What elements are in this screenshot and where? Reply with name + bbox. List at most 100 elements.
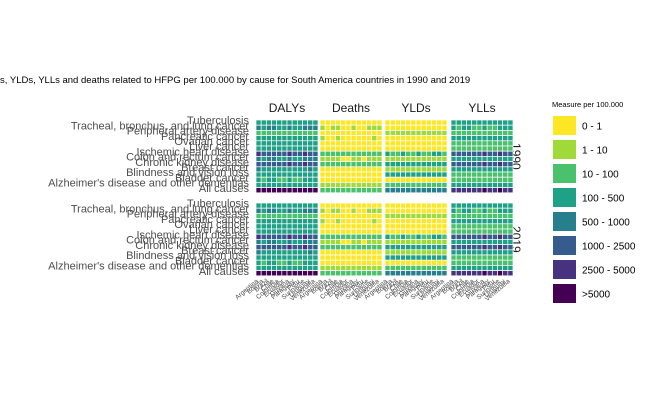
heatmap-cell xyxy=(324,270,331,277)
heatmap-cell xyxy=(389,171,396,178)
heatmap-cell xyxy=(350,140,357,147)
heatmap-cell xyxy=(345,176,352,183)
heatmap-cell xyxy=(291,171,298,178)
heatmap-cell xyxy=(286,150,293,157)
heatmap-cell xyxy=(329,233,336,240)
heatmap-cell xyxy=(502,207,509,214)
heatmap-cell xyxy=(405,130,412,136)
heatmap-cell xyxy=(400,259,407,266)
heatmap-cell xyxy=(507,124,514,131)
heatmap-cell xyxy=(486,213,493,219)
heatmap-cell xyxy=(340,156,347,162)
heatmap-cell xyxy=(286,249,293,256)
heatmap-cell xyxy=(350,228,357,235)
heatmap-cell xyxy=(350,171,357,178)
heatmap-cell xyxy=(291,161,298,168)
heatmap-cell xyxy=(296,187,303,194)
heatmap-cell xyxy=(312,228,319,235)
heatmap-cell xyxy=(296,161,303,168)
heatmap-cell xyxy=(384,244,391,251)
heatmap-cell xyxy=(491,166,498,173)
heatmap-cell xyxy=(410,130,417,136)
heatmap-cell xyxy=(491,135,498,142)
heatmap-cell xyxy=(265,233,272,240)
heatmap-cell xyxy=(410,213,417,219)
heatmap-cell xyxy=(384,119,391,126)
heatmap-cell xyxy=(296,145,303,152)
heatmap-cell xyxy=(497,161,504,168)
heatmap-cell xyxy=(286,218,293,225)
heatmap-cell xyxy=(481,202,488,209)
heatmap-cell xyxy=(471,130,478,136)
heatmap-cell xyxy=(436,213,443,219)
heatmap-cell xyxy=(400,254,407,261)
heatmap-cell xyxy=(360,254,367,261)
heatmap-cell xyxy=(389,259,396,266)
heatmap-cell xyxy=(350,207,357,214)
heatmap-cell xyxy=(420,187,427,194)
facet-label-dalys: DALYs xyxy=(269,101,305,115)
heatmap-cell xyxy=(324,213,331,219)
heatmap-cell xyxy=(450,156,457,162)
heatmap-cell xyxy=(324,244,331,251)
heatmap-cell xyxy=(441,130,448,136)
heatmap-cell xyxy=(394,244,401,251)
heatmap-cell xyxy=(497,270,504,277)
heatmap-cell xyxy=(340,130,347,136)
heatmap-cell xyxy=(276,265,283,271)
heatmap-cell xyxy=(420,140,427,147)
heatmap-cell xyxy=(312,218,319,225)
heatmap-cell xyxy=(376,156,383,162)
heatmap-cell xyxy=(450,239,457,245)
heatmap-cell xyxy=(276,202,283,209)
heatmap-cell xyxy=(420,161,427,168)
heatmap-cell xyxy=(355,223,362,230)
heatmap-cell xyxy=(507,265,514,271)
heatmap-cell xyxy=(415,249,422,256)
heatmap-cell xyxy=(276,150,283,157)
heatmap-cell xyxy=(466,176,473,183)
heatmap-cell xyxy=(265,207,272,214)
heatmap-cell xyxy=(345,161,352,168)
heatmap-cell xyxy=(302,207,309,214)
heatmap-cell xyxy=(497,140,504,147)
heatmap-cell xyxy=(376,176,383,183)
heatmap-cell xyxy=(350,244,357,251)
heatmap-cell xyxy=(350,233,357,240)
heatmap-cell xyxy=(376,228,383,235)
heatmap-cell xyxy=(360,150,367,157)
heatmap-cell xyxy=(276,228,283,235)
heatmap-cell xyxy=(286,202,293,209)
heatmap-cell xyxy=(460,140,467,147)
heatmap-cell xyxy=(441,259,448,266)
heatmap-cell xyxy=(486,130,493,136)
heatmap-cell xyxy=(271,150,278,157)
heatmap-cell xyxy=(405,187,412,194)
heatmap-cell xyxy=(481,119,488,126)
heatmap-cell xyxy=(291,140,298,147)
heatmap-cell xyxy=(265,249,272,256)
heatmap-cell xyxy=(455,171,462,178)
heatmap-cell xyxy=(476,213,483,219)
heatmap-cell xyxy=(366,233,373,240)
heatmap-cell xyxy=(286,223,293,230)
heatmap-cell xyxy=(260,124,267,131)
heatmap-cell xyxy=(455,254,462,261)
heatmap-cell xyxy=(271,265,278,271)
heatmap-cell xyxy=(436,207,443,214)
heatmap-cell xyxy=(281,207,288,214)
heatmap-cell xyxy=(415,218,422,225)
heatmap-cell xyxy=(350,182,357,188)
heatmap-cell xyxy=(324,161,331,168)
heatmap-cell xyxy=(307,265,314,271)
heatmap-cell xyxy=(400,228,407,235)
heatmap-cell xyxy=(366,249,373,256)
heatmap-cell xyxy=(405,218,412,225)
heatmap-cell xyxy=(476,171,483,178)
heatmap-cell xyxy=(366,207,373,214)
heatmap-cell xyxy=(405,182,412,188)
heatmap-cell xyxy=(286,244,293,251)
heatmap-cell xyxy=(281,249,288,256)
heatmap-cell xyxy=(455,145,462,152)
heatmap-cell xyxy=(450,166,457,173)
